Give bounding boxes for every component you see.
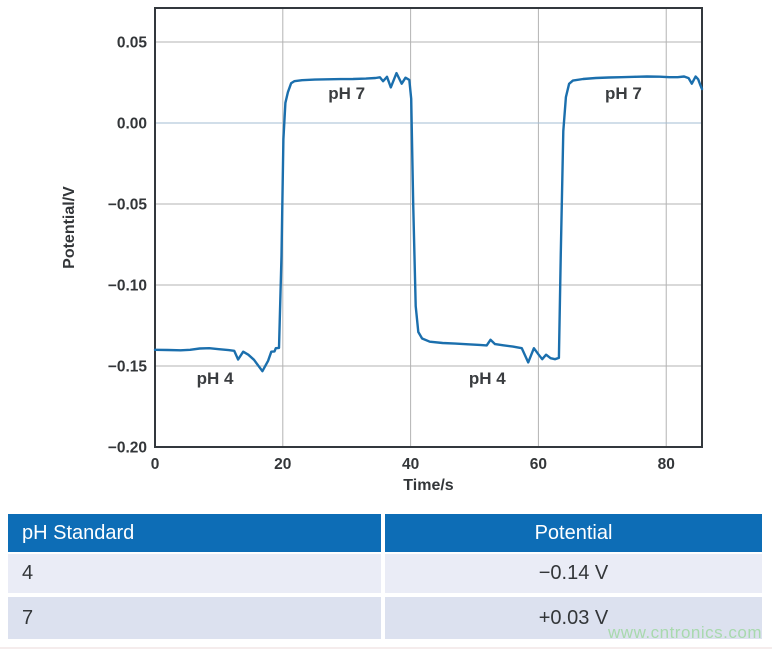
potential-vs-time-chart: 0 20 40 60 80 0.05 0.00 −0.05 −0.10 −0.15 −0.20 Tim… (61, 7, 704, 494)
y-tick-label: −0.15 (108, 359, 148, 376)
y-tick-label: −0.05 (108, 197, 148, 214)
plot-frame (154, 7, 703, 448)
y-tick-label: 0.05 (117, 35, 148, 52)
watermark-text: www.cntronics.com (608, 623, 762, 642)
column-divider (381, 514, 385, 552)
cell-ph-4: 4 (8, 554, 381, 593)
y-tick-label: −0.20 (108, 440, 147, 457)
cell-potential-ph-4: −0.14 V (385, 554, 762, 593)
x-tick-label: 60 (530, 456, 547, 473)
ph-calibration-table: pH Standard Potential 4 −0.14 V 7 +0.03 … (8, 514, 762, 639)
column-divider (381, 554, 385, 593)
y-tick-label: −0.10 (108, 278, 147, 295)
table-row: 7 +0.03 V (8, 597, 762, 639)
x-tick-label: 20 (274, 456, 291, 473)
series-annotation: pH 4 (197, 369, 234, 388)
table-header-row: pH Standard Potential (8, 514, 762, 552)
cell-ph-7: 7 (8, 597, 381, 639)
x-tick-label: 0 (151, 456, 160, 473)
x-axis-title: Time/s (403, 477, 454, 494)
bottom-hairline (0, 647, 772, 649)
table-header-potential: Potential (385, 514, 762, 552)
y-axis-title: Potential/V (61, 186, 78, 269)
column-divider (381, 597, 385, 639)
y-tick-label: 0.00 (117, 116, 147, 133)
series-annotation: pH 4 (469, 369, 506, 388)
table-header-ph-standard: pH Standard (8, 514, 381, 552)
table-row: 4 −0.14 V (8, 554, 762, 593)
x-tick-label: 80 (658, 456, 675, 473)
series-annotation: pH 7 (328, 84, 365, 103)
cell-potential-ph-7: +0.03 V (385, 597, 762, 639)
series-annotation: pH 7 (605, 84, 642, 103)
x-tick-label: 40 (402, 456, 419, 473)
data-series-line (153, 71, 704, 373)
